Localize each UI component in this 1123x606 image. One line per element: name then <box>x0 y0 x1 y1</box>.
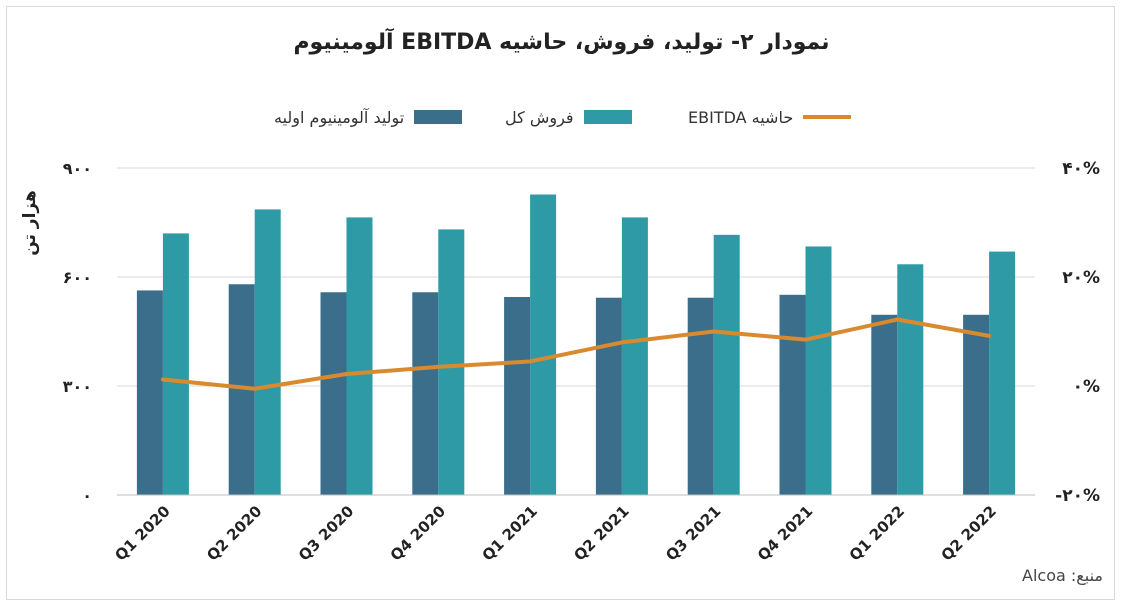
bar-production <box>504 296 531 495</box>
y2-tick-label: -۲۰% <box>1055 486 1100 506</box>
bar-production <box>320 292 347 495</box>
legend-label-ebitda: حاشیه EBITDA <box>688 107 794 127</box>
bar-production <box>136 290 163 495</box>
x-tick-label: Q2 2021 <box>570 502 632 564</box>
legend-label-sales: فروش کل <box>505 107 574 127</box>
bar-production <box>412 292 439 495</box>
y-tick-label: ۶۰۰ <box>63 268 92 287</box>
x-tick-label: Q3 2021 <box>662 502 724 564</box>
source-note: منبع: Alcoa <box>1022 566 1103 585</box>
bar-production <box>963 314 990 495</box>
legend-item-production: تولید آلومینیوم اولیه <box>274 104 463 130</box>
chart-title: نمودار ۲- تولید، فروش، حاشیه EBITDA آلوم… <box>293 30 830 55</box>
bar-sales <box>254 209 281 496</box>
legend-item-sales: فروش کل <box>505 104 632 130</box>
bar-production <box>779 294 806 495</box>
x-tick-label: Q2 2022 <box>938 502 1000 564</box>
x-tick-label: Q2 2020 <box>203 502 265 564</box>
x-tick-label: Q3 2020 <box>295 502 357 564</box>
bar-sales <box>713 234 740 495</box>
bar-production <box>871 314 898 495</box>
x-tick-label: Q4 2021 <box>754 502 816 564</box>
legend-item-ebitda: حاشیه EBITDA <box>688 104 852 130</box>
x-tick-label: Q1 2022 <box>846 502 908 564</box>
bar-sales <box>989 251 1016 495</box>
legend: تولید آلومینیوم اولیه فروش کل حاشیه EBIT… <box>0 104 1123 130</box>
x-tick-label: Q1 2021 <box>479 502 541 564</box>
y2-tick-label: ۴۰% <box>1062 159 1100 179</box>
bar-production <box>595 297 622 495</box>
x-tick-label: Q1 2020 <box>111 502 173 564</box>
ebitda-line <box>160 317 992 391</box>
bar-production <box>687 297 714 495</box>
y-tick-label: ۹۰۰ <box>63 159 92 178</box>
bar-sales <box>162 233 189 495</box>
bar-sales <box>621 217 648 495</box>
bar-sales <box>346 217 373 495</box>
bar-sales <box>438 229 465 496</box>
bar-sales <box>897 264 924 495</box>
legend-swatch-sales <box>583 110 632 124</box>
x-tick-label: Q4 2020 <box>387 502 449 564</box>
y-tick-label: ۳۰۰ <box>63 377 92 396</box>
y2-tick-label: ۰% <box>1073 377 1100 397</box>
legend-swatch-ebitda <box>803 115 852 119</box>
y2-tick-label: ۲۰% <box>1062 268 1100 288</box>
bar-sales <box>805 246 832 495</box>
y-tick-label: ۰ <box>82 486 92 505</box>
legend-swatch-production <box>414 110 463 124</box>
bar-sales <box>530 194 557 496</box>
chart-frame <box>6 6 1115 600</box>
legend-label-production: تولید آلومینیوم اولیه <box>274 107 405 127</box>
